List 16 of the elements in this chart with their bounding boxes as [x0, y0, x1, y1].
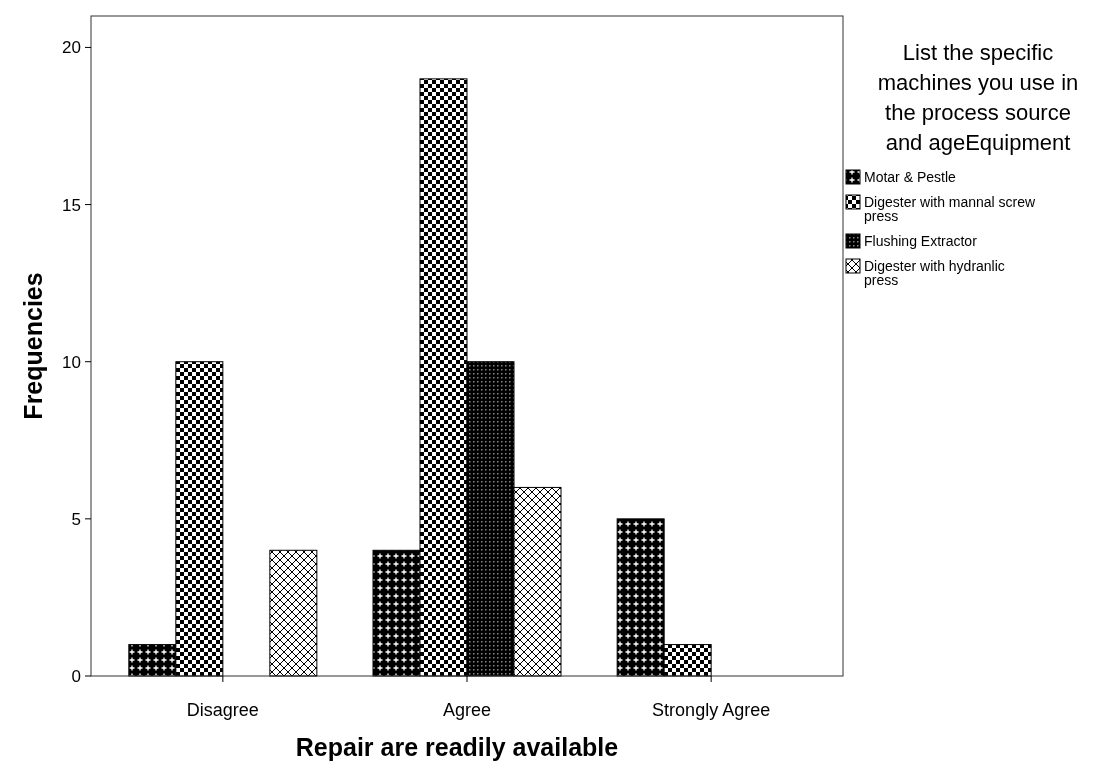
legend-label: Motar & Pestle	[864, 169, 957, 185]
x-tick-label: Disagree	[186, 700, 259, 720]
legend-label: Flushing Extractor	[864, 233, 978, 249]
y-tick-label: 20	[62, 38, 81, 58]
x-tick-label: Strongly Agree	[652, 700, 771, 720]
legend-label: Digester with hydranlic press	[864, 258, 1005, 288]
bar	[269, 549, 318, 677]
legend-title: List the specific machines you use in the process source and ageEquipment	[877, 40, 1079, 155]
x-axis-title: Repair are readily available	[295, 733, 619, 761]
x-tick-label: Agree	[442, 700, 492, 720]
y-tick-label: 15	[62, 195, 81, 215]
y-axis-title: Frequencies	[19, 272, 47, 420]
y-tick-label: 10	[62, 352, 81, 372]
y-tick-label: 5	[71, 509, 81, 529]
y-tick-label: 0	[71, 666, 81, 686]
legend-label: Digester with mannal screw press	[864, 194, 1037, 224]
